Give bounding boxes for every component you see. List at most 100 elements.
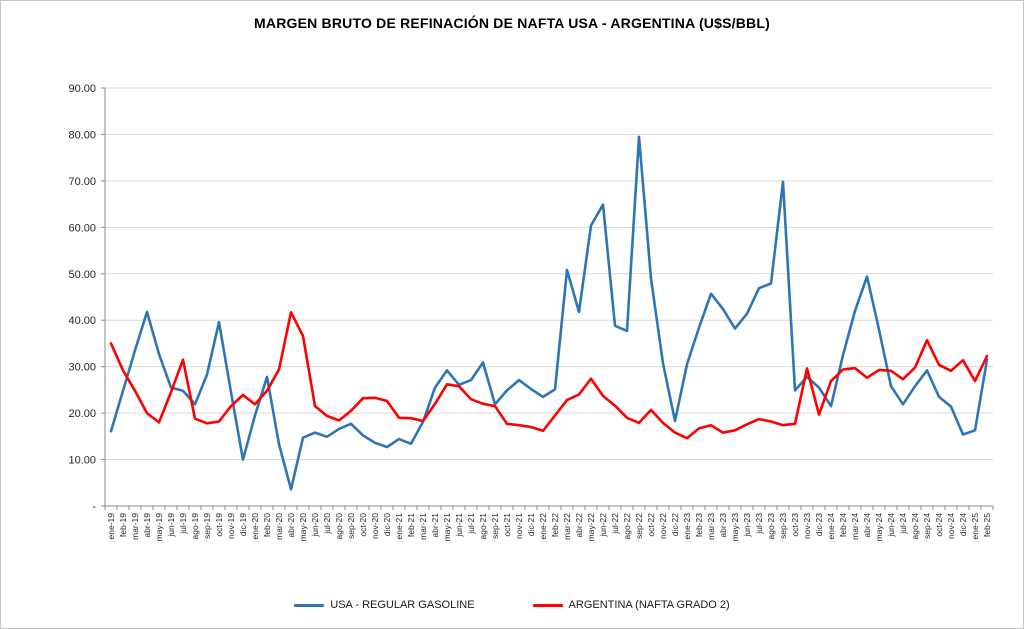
svg-text:ago-20: ago-20 (334, 513, 344, 540)
svg-text:abr-22: abr-22 (574, 513, 584, 538)
svg-text:30.00: 30.00 (68, 362, 96, 374)
svg-text:ago-24: ago-24 (910, 513, 920, 540)
svg-text:jun-19: jun-19 (166, 513, 176, 538)
svg-text:sep-20: sep-20 (346, 513, 356, 539)
svg-text:jul-24: jul-24 (898, 513, 908, 535)
x-axis-ticks (104, 506, 994, 510)
svg-text:feb-23: feb-23 (694, 513, 704, 537)
svg-text:may-22: may-22 (586, 513, 596, 542)
svg-text:jun-22: jun-22 (598, 513, 608, 538)
svg-text:ene-19: ene-19 (106, 513, 116, 540)
legend-label-usa: USA - REGULAR GASOLINE (330, 599, 475, 611)
svg-text:mar-22: mar-22 (562, 513, 572, 540)
svg-text:oct-20: oct-20 (358, 513, 368, 537)
svg-text:sep-21: sep-21 (490, 513, 500, 539)
svg-text:ene-24: ene-24 (826, 513, 836, 540)
legend-item-usa: USA - REGULAR GASOLINE (294, 599, 475, 611)
svg-text:abr-24: abr-24 (862, 513, 872, 538)
svg-text:nov-19: nov-19 (226, 513, 236, 539)
svg-text:abr-20: abr-20 (286, 513, 296, 538)
svg-text:abr-19: abr-19 (142, 513, 152, 538)
svg-text:may-20: may-20 (298, 513, 308, 542)
svg-text:dic-21: dic-21 (526, 513, 536, 536)
svg-text:oct-21: oct-21 (502, 513, 512, 537)
svg-text:70.00: 70.00 (68, 176, 96, 188)
svg-text:nov-21: nov-21 (514, 513, 524, 539)
legend-swatch-usa (294, 603, 325, 607)
svg-text:may-23: may-23 (730, 513, 740, 542)
series-line-usa (109, 135, 989, 491)
svg-text:jul-19: jul-19 (178, 513, 188, 535)
svg-text:60.00: 60.00 (68, 222, 96, 234)
chart-title: MARGEN BRUTO DE REFINACIÓN DE NAFTA USA … (254, 15, 770, 31)
svg-text:feb-19: feb-19 (118, 513, 128, 537)
svg-text:oct-24: oct-24 (934, 513, 944, 537)
svg-text:ago-19: ago-19 (190, 513, 200, 540)
svg-text:mar-21: mar-21 (418, 513, 428, 540)
svg-text:ene-22: ene-22 (538, 513, 548, 540)
svg-text:abr-21: abr-21 (430, 513, 440, 538)
gridlines (105, 87, 993, 461)
svg-text:sep-19: sep-19 (202, 513, 212, 539)
svg-text:jun-20: jun-20 (310, 513, 320, 538)
svg-text:ene-23: ene-23 (682, 513, 692, 540)
svg-text:jul-23: jul-23 (754, 513, 764, 535)
svg-text:oct-22: oct-22 (646, 513, 656, 537)
svg-text:dic-20: dic-20 (382, 513, 392, 536)
svg-text:feb-21: feb-21 (406, 513, 416, 537)
svg-text:sep-23: sep-23 (778, 513, 788, 539)
svg-text:feb-24: feb-24 (838, 513, 848, 537)
svg-text:feb-22: feb-22 (550, 513, 560, 537)
series-line-argentina (109, 310, 989, 440)
svg-text:jun-23: jun-23 (742, 513, 752, 538)
svg-text:nov-24: nov-24 (946, 513, 956, 539)
svg-text:nov-22: nov-22 (658, 513, 668, 539)
svg-text:may-24: may-24 (874, 513, 884, 542)
svg-text:may-19: may-19 (154, 513, 164, 542)
svg-text:feb-25: feb-25 (982, 513, 992, 537)
svg-text:sep-22: sep-22 (634, 513, 644, 539)
svg-text:80.00: 80.00 (68, 129, 96, 141)
svg-text:nov-23: nov-23 (802, 513, 812, 539)
svg-text:feb-20: feb-20 (262, 513, 272, 537)
legend-label-argentina: ARGENTINA (NAFTA GRADO 2) (568, 599, 730, 611)
svg-text:may-21: may-21 (442, 513, 452, 542)
svg-text:20.00: 20.00 (68, 408, 96, 420)
svg-text:mar-20: mar-20 (274, 513, 284, 540)
svg-text:ene-21: ene-21 (394, 513, 404, 540)
svg-text:ene-25: ene-25 (970, 513, 980, 540)
svg-text:dic-24: dic-24 (958, 513, 968, 536)
svg-text:ene-20: ene-20 (250, 513, 260, 540)
svg-text:ago-21: ago-21 (478, 513, 488, 540)
svg-text:ago-22: ago-22 (622, 513, 632, 540)
svg-text:mar-19: mar-19 (130, 513, 140, 540)
svg-text:jun-21: jun-21 (454, 513, 464, 538)
plot-area: - 10.00 20.00 30.00 40.00 50.00 60.00 70.00 80.0… (68, 83, 994, 542)
svg-text:mar-24: mar-24 (850, 513, 860, 540)
legend-item-argentina: ARGENTINA (NAFTA GRADO 2) (532, 599, 730, 611)
svg-text:dic-22: dic-22 (670, 513, 680, 536)
svg-text:oct-23: oct-23 (790, 513, 800, 537)
svg-text:dic-19: dic-19 (238, 513, 248, 536)
legend-swatch-argentina (532, 603, 563, 607)
y-axis-labels: - 10.00 20.00 30.00 40.00 50.00 60.00 70.00 80.0… (68, 83, 105, 513)
x-axis-labels: ene-19 feb-19 mar-19 abr-19 may-19 jun-19 jul-… (106, 513, 992, 542)
svg-text:nov-20: nov-20 (370, 513, 380, 539)
svg-text:mar-23: mar-23 (706, 513, 716, 540)
svg-text:jun-24: jun-24 (886, 513, 896, 538)
svg-text:jul-20: jul-20 (322, 513, 332, 535)
svg-text:jul-22: jul-22 (610, 513, 620, 535)
svg-text:90.00: 90.00 (68, 83, 96, 95)
svg-text:jul-21: jul-21 (466, 513, 476, 535)
svg-text:-: - (92, 501, 96, 513)
svg-text:10.00: 10.00 (68, 455, 96, 467)
svg-text:oct-19: oct-19 (214, 513, 224, 537)
svg-text:sep-24: sep-24 (922, 513, 932, 539)
legend: USA - REGULAR GASOLINE ARGENTINA (NAFTA … (1, 599, 1023, 611)
svg-text:50.00: 50.00 (68, 269, 96, 281)
svg-text:dic-23: dic-23 (814, 513, 824, 536)
svg-text:ago-23: ago-23 (766, 513, 776, 540)
svg-text:40.00: 40.00 (68, 315, 96, 327)
svg-text:abr-23: abr-23 (718, 513, 728, 538)
